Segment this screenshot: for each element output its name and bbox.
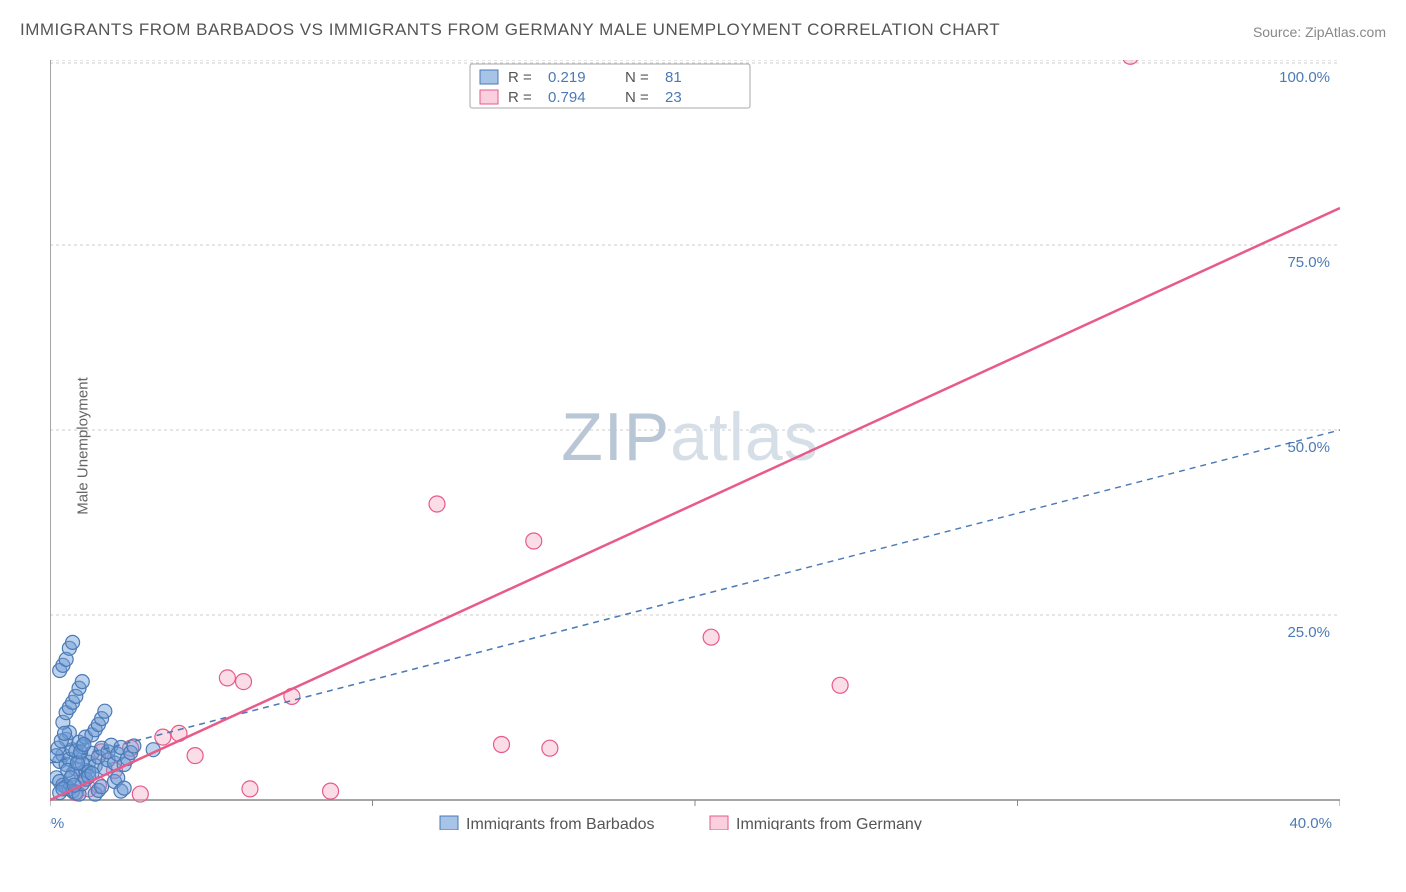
svg-text:50.0%: 50.0% (1287, 439, 1330, 456)
legend-r-value-1: 0.219 (548, 69, 586, 86)
legend-label-barbados: Immigrants from Barbados (466, 816, 655, 830)
svg-text:100.0%: 100.0% (1279, 69, 1330, 86)
trend-line-germany (50, 208, 1340, 800)
legend-n-value-1: 81 (665, 69, 682, 86)
x-tick-labels: 0.0% 40.0% (50, 815, 1332, 830)
source-attribution: Source: ZipAtlas.com (1253, 24, 1386, 40)
legend-n-label-2: N = (625, 89, 649, 106)
chart-svg: ZIPatlas 25.0% 50.0% 75.0% 100.0% 0.0% 40.0%… (50, 60, 1340, 830)
legend-bottom: Immigrants from Barbados Immigrants from… (440, 816, 922, 830)
svg-text:0.0%: 0.0% (50, 815, 64, 830)
trend-line-barbados (50, 430, 1340, 763)
legend-r-label-2: R = (508, 89, 532, 106)
chart-title: IMMIGRANTS FROM BARBADOS VS IMMIGRANTS F… (20, 20, 1000, 40)
watermark-zip: ZIP (561, 399, 670, 475)
y-tick-labels: 25.0% 50.0% 75.0% 100.0% (1279, 69, 1330, 641)
svg-text:75.0%: 75.0% (1287, 254, 1330, 271)
watermark-atlas: atlas (670, 399, 819, 475)
legend-n-label-1: N = (625, 69, 649, 86)
svg-text:25.0%: 25.0% (1287, 624, 1330, 641)
chart-container: IMMIGRANTS FROM BARBADOS VS IMMIGRANTS F… (0, 0, 1406, 892)
legend-r-value-2: 0.794 (548, 89, 586, 106)
legend-n-value-2: 23 (665, 89, 682, 106)
plot-area: ZIPatlas 25.0% 50.0% 75.0% 100.0% 0.0% 40.0%… (50, 60, 1340, 830)
svg-text:40.0%: 40.0% (1289, 815, 1332, 830)
legend-label-germany: Immigrants from Germany (736, 816, 922, 830)
scatter-points-barbados (50, 635, 160, 801)
gridlines (50, 60, 1340, 615)
legend-r-label-1: R = (508, 69, 532, 86)
legend-swatch-barbados (440, 816, 458, 830)
legend-top: R = 0.219 N = 81 R = 0.794 N = 23 (470, 64, 750, 108)
legend-swatch-germany (710, 816, 728, 830)
tick-marks (50, 800, 1340, 806)
